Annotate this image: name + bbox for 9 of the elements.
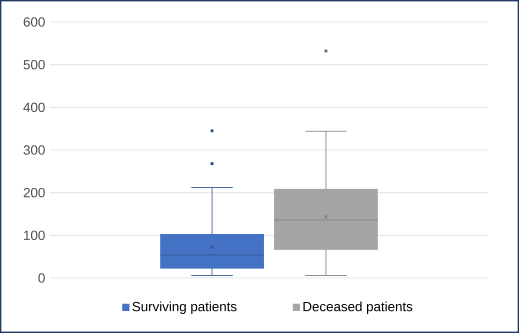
y-tick-label: 600 xyxy=(24,17,45,27)
y-tick-label: 100 xyxy=(24,230,45,240)
y-tick-label: 0 xyxy=(38,273,45,283)
y-tick-label: 500 xyxy=(24,60,45,70)
legend-label: Surviving patients xyxy=(132,302,237,314)
y-tick-label: 400 xyxy=(23,102,45,112)
legend-label: Deceased patients xyxy=(303,302,412,314)
y-tick-label: 300 xyxy=(24,145,45,155)
y-tick-label: 200 xyxy=(24,188,45,198)
